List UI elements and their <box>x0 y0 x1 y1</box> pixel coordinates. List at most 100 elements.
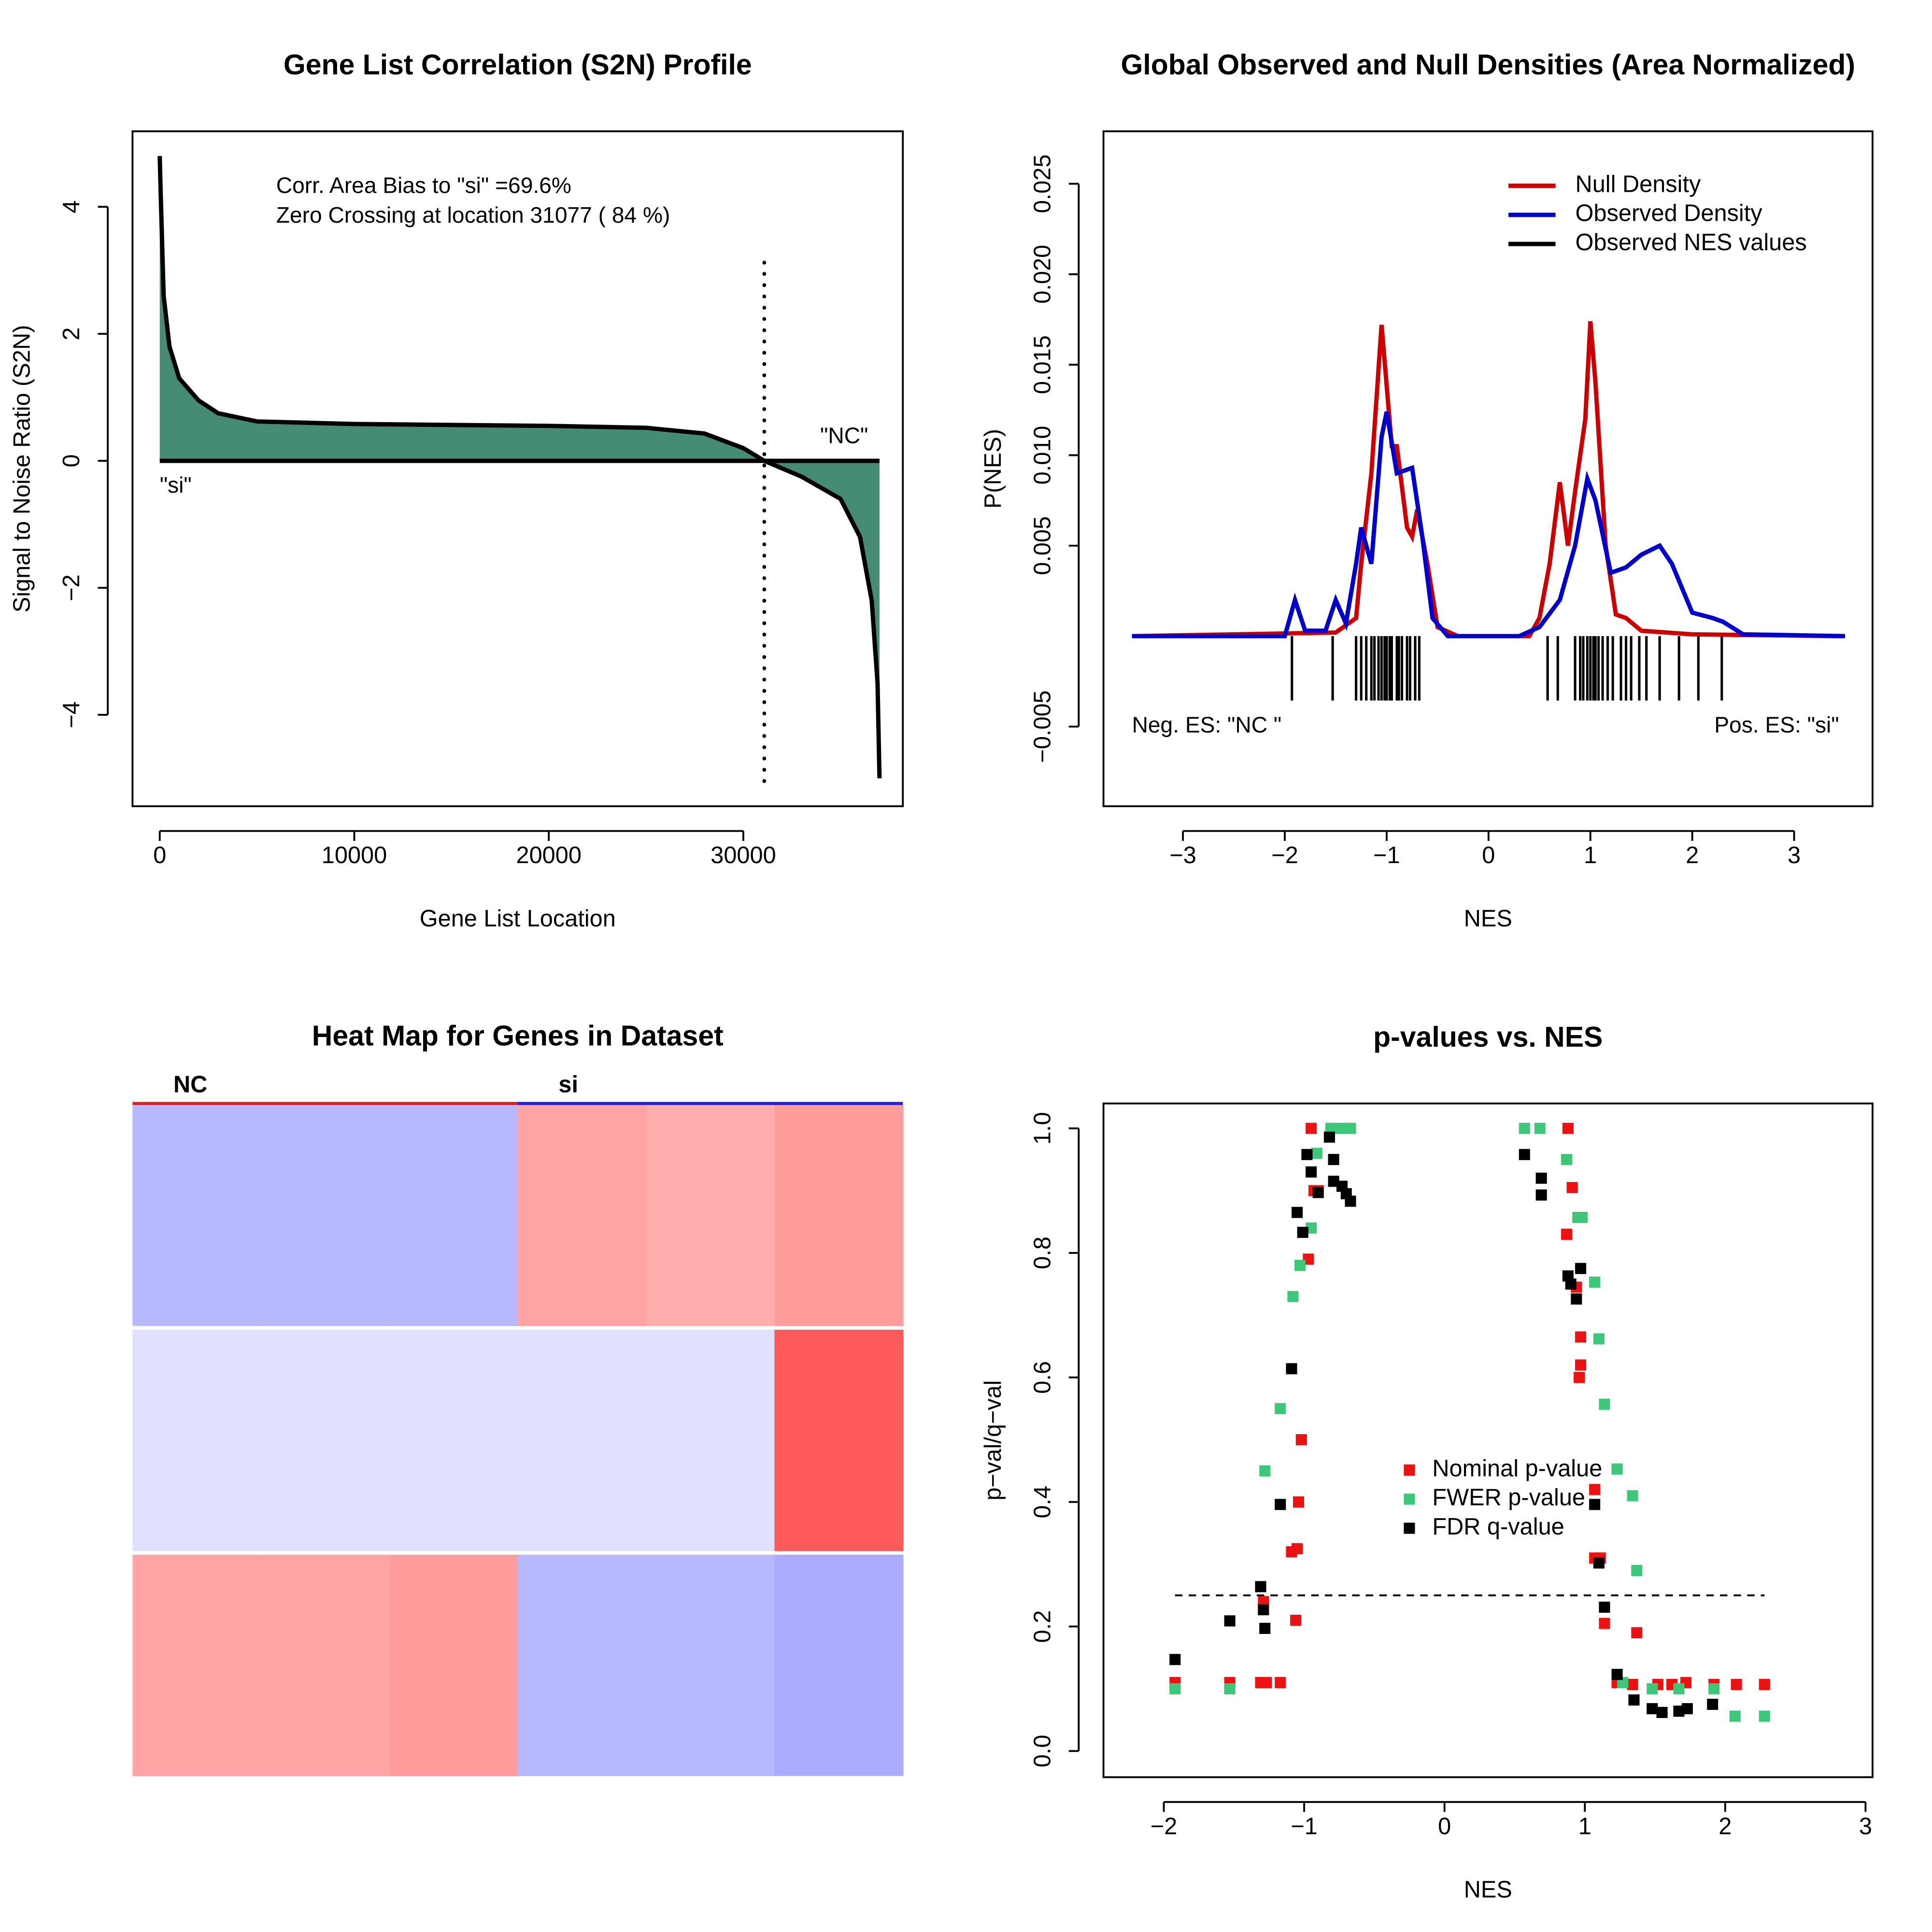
x-tick-label: 0 <box>1438 1813 1451 1839</box>
point <box>1656 1706 1668 1718</box>
point <box>1566 1182 1578 1193</box>
heat-cell <box>132 1329 262 1551</box>
point <box>1681 1703 1693 1715</box>
heat-cell <box>517 1554 647 1776</box>
y-tick-label: 0.8 <box>1029 1236 1055 1269</box>
point <box>1571 1293 1582 1305</box>
y-tick-label: 0.025 <box>1029 154 1055 213</box>
heat-cell <box>389 1554 519 1776</box>
y-axis-label: Signal to Noise Ratio (S2N) <box>9 325 35 613</box>
chart-title: Global Observed and Null Densities (Area… <box>1121 49 1855 81</box>
point <box>1311 1148 1322 1159</box>
legend-label: FDR q-value <box>1432 1514 1564 1540</box>
x-tick-label: 2 <box>1719 1813 1732 1839</box>
heat-cell <box>261 1329 390 1551</box>
point <box>1335 1122 1347 1134</box>
legend-label: Observed Density <box>1576 200 1763 227</box>
x-axis-label: NES <box>1464 906 1512 932</box>
point <box>1535 1172 1547 1184</box>
legend-label: Nominal p-value <box>1432 1455 1602 1481</box>
point <box>1647 1683 1658 1694</box>
heat-cell <box>774 1105 904 1326</box>
point <box>1759 1678 1770 1690</box>
y-tick-label: 0.010 <box>1029 426 1055 484</box>
y-axis-label: P(NES) <box>980 429 1006 509</box>
profile-line <box>157 156 882 779</box>
point <box>1628 1694 1640 1706</box>
point <box>1294 1260 1306 1271</box>
heat-cell <box>261 1105 390 1326</box>
legend-swatch <box>1404 1464 1415 1476</box>
point <box>1328 1154 1339 1165</box>
y-tick-label: 0.4 <box>1029 1486 1055 1519</box>
point <box>1345 1122 1356 1134</box>
point <box>1729 1710 1741 1722</box>
heat-cell <box>132 1554 262 1776</box>
x-tick-label: 3 <box>1788 842 1801 868</box>
point <box>1261 1676 1272 1689</box>
point <box>1673 1705 1685 1717</box>
y-tick-label: 0.005 <box>1029 516 1055 575</box>
point <box>1562 1122 1574 1134</box>
x-tick-label: 20000 <box>516 842 582 868</box>
point <box>1345 1195 1356 1207</box>
point <box>1169 1654 1181 1665</box>
y-tick-label: −2 <box>58 574 85 601</box>
point <box>1301 1149 1313 1160</box>
group-label: si <box>558 1072 578 1098</box>
point <box>1287 1291 1299 1302</box>
point <box>1169 1683 1181 1694</box>
point <box>1611 1669 1623 1680</box>
point <box>1297 1226 1308 1238</box>
y-tick-label: 0.6 <box>1029 1361 1055 1394</box>
point <box>1589 1277 1601 1288</box>
y-tick-label: 0.020 <box>1029 245 1055 304</box>
plot-frame <box>1102 1102 1874 1778</box>
y-tick-label: 0 <box>58 455 85 468</box>
y-tick-label: −0.005 <box>1029 690 1055 763</box>
heat-cell <box>646 1105 775 1326</box>
point <box>1708 1683 1720 1694</box>
point <box>1292 1543 1303 1554</box>
point <box>1519 1122 1530 1134</box>
point <box>1275 1403 1286 1414</box>
legend-label: FWER p-value <box>1432 1485 1585 1511</box>
point <box>1224 1615 1236 1627</box>
y-tick-label: 0.0 <box>1029 1734 1055 1767</box>
x-tick-label: −1 <box>1373 842 1400 868</box>
x-tick-label: 30000 <box>710 842 776 868</box>
x-tick-label: 0 <box>153 842 166 868</box>
point <box>1707 1699 1719 1710</box>
point <box>1561 1154 1573 1165</box>
plot-frame <box>131 130 904 808</box>
y-tick-label: 1.0 <box>1029 1112 1055 1145</box>
point <box>1259 1622 1271 1634</box>
high-label: "NC" <box>820 423 868 448</box>
point <box>1576 1211 1588 1223</box>
x-tick-label: −2 <box>1151 1813 1178 1839</box>
point <box>1589 1499 1601 1510</box>
x-tick-label: 1 <box>1584 842 1597 868</box>
heat-cell <box>774 1329 904 1551</box>
annotation: Pos. ES: "si" <box>1714 712 1839 737</box>
x-tick-label: −3 <box>1169 842 1196 868</box>
point <box>1589 1484 1601 1495</box>
heat-cell <box>389 1105 519 1326</box>
point <box>1303 1253 1314 1265</box>
y-axis-label: p−val/q−val <box>980 1380 1006 1500</box>
x-axis-label: Gene List Location <box>420 906 616 932</box>
x-tick-label: 3 <box>1859 1813 1872 1839</box>
chart-title: p-values vs. NES <box>1373 1022 1603 1053</box>
point <box>1292 1207 1303 1218</box>
y-tick-label: 2 <box>58 327 85 341</box>
point <box>1673 1683 1685 1694</box>
point <box>1323 1131 1335 1143</box>
point <box>1306 1166 1317 1178</box>
heat-cell <box>132 1105 262 1326</box>
heat-cell <box>389 1329 519 1551</box>
point <box>1631 1627 1643 1638</box>
heat-cell <box>774 1554 904 1776</box>
point <box>1286 1363 1297 1375</box>
